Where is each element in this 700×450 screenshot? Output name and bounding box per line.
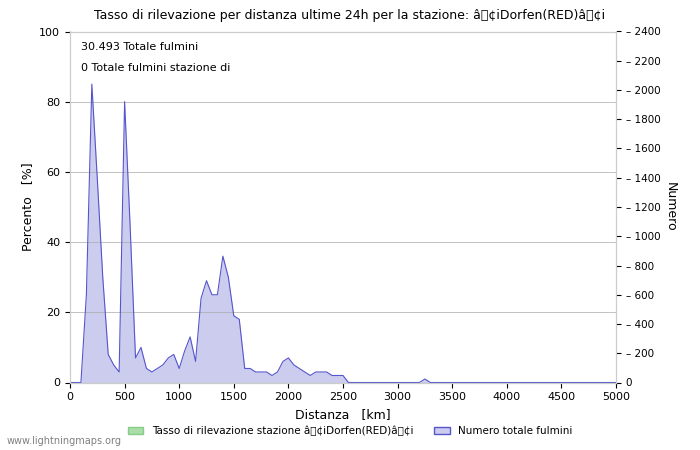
Text: Tasso di rilevazione per distanza ultime 24h per la stazione: â¢iDorfen(RED)â¢: Tasso di rilevazione per distanza ultime… — [94, 9, 606, 22]
Y-axis label: Numero: Numero — [664, 182, 677, 232]
Legend: Tasso di rilevazione stazione â¢iDorfen(RED)â¢i, Numero totale fulmini: Tasso di rilevazione stazione â¢iDorfen… — [123, 422, 577, 440]
Text: 0 Totale fulmini stazione di: 0 Totale fulmini stazione di — [81, 63, 230, 73]
Text: 30.493 Totale fulmini: 30.493 Totale fulmini — [81, 42, 198, 52]
Y-axis label: Percento   [%]: Percento [%] — [21, 163, 34, 251]
X-axis label: Distanza   [km]: Distanza [km] — [295, 408, 391, 421]
Text: www.lightningmaps.org: www.lightningmaps.org — [7, 436, 122, 446]
